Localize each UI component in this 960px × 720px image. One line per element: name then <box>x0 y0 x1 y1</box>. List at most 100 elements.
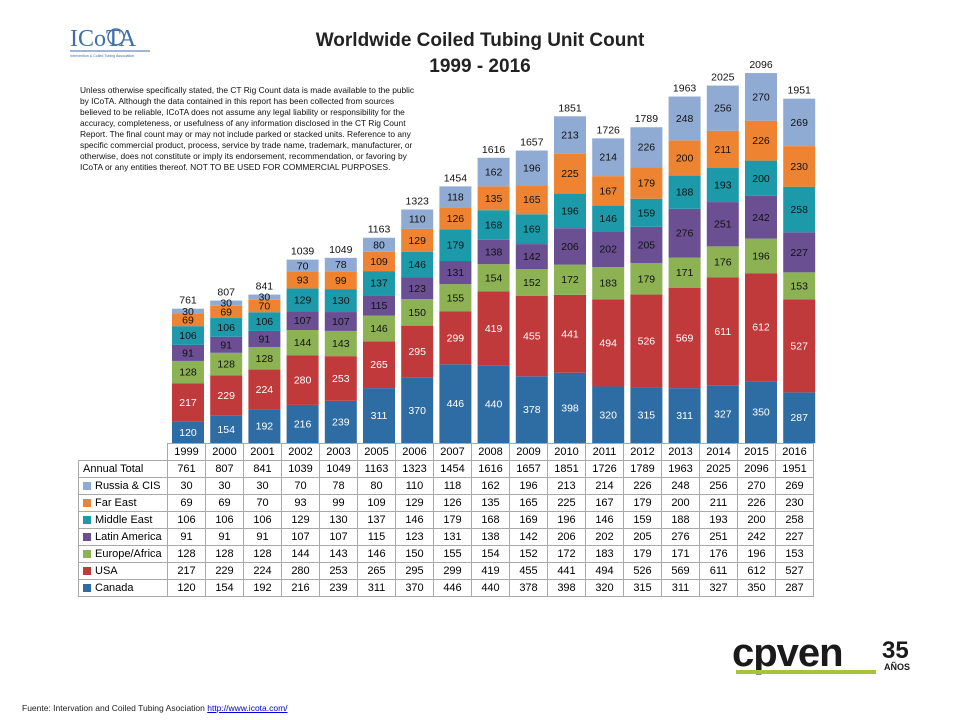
table-cell: 106 <box>243 511 282 529</box>
bar-segment <box>630 387 663 443</box>
series-name: USA <box>95 565 118 577</box>
data-label: 146 <box>599 213 617 225</box>
data-label: 169 <box>523 224 541 236</box>
data-label: 193 <box>714 180 732 192</box>
table-cell: 258 <box>775 511 814 529</box>
table-cell: 202 <box>585 528 624 546</box>
table-cell: 315 <box>623 579 662 597</box>
bar-segment <box>439 284 472 312</box>
bar-segment <box>210 336 243 353</box>
data-label: 196 <box>561 205 579 217</box>
table-cell: 69 <box>167 494 206 512</box>
data-label: 146 <box>370 323 388 335</box>
table-cell: 193 <box>699 511 738 529</box>
data-label: 258 <box>790 204 808 216</box>
bar-segment <box>401 299 434 326</box>
series-row: Middle East 106 106 106 129 130 137 146 179 168 16… <box>78 511 814 529</box>
table-cell: 612 <box>737 562 776 580</box>
table-cell: 106 <box>205 511 244 529</box>
series-name: Latin America <box>95 531 162 543</box>
bar-segment <box>592 267 625 300</box>
table-cell: 109 <box>357 494 396 512</box>
row-label: Middle East <box>78 511 168 529</box>
bar-segment <box>630 198 663 227</box>
row-label: Canada <box>78 579 168 597</box>
series-row: Canada 120 154 192 216 239 311 370 446 440 378 398 3… <box>78 579 814 597</box>
series-name: Europe/Africa <box>95 548 162 560</box>
data-label: 142 <box>523 251 541 263</box>
total-label: 1851 <box>558 102 582 114</box>
bar-segment <box>515 214 548 245</box>
table-cell: 1963 <box>661 460 700 478</box>
data-label: 205 <box>638 239 656 251</box>
data-label: 315 <box>638 410 656 422</box>
legend-swatch <box>83 567 91 576</box>
bar-segment <box>324 356 357 401</box>
table-cell: 287 <box>775 579 814 597</box>
bar-segment <box>630 127 663 168</box>
bar-segment <box>248 346 281 370</box>
bar-segment <box>745 120 777 161</box>
bar-segment <box>783 299 816 393</box>
table-cell: 398 <box>547 579 586 597</box>
bar-segment <box>783 272 816 300</box>
table-cell: 130 <box>319 511 358 529</box>
bar-segment <box>286 404 319 443</box>
bar-segment <box>210 318 243 337</box>
series-name: Middle East <box>95 514 153 526</box>
table-cell: 135 <box>471 494 510 512</box>
bar-segment <box>248 299 281 313</box>
total-label: 1163 <box>368 224 391 236</box>
bar-segment <box>363 251 395 272</box>
series-row: Far East 69 69 70 93 99 109 129 126 135 165 225 167 1… <box>78 494 814 512</box>
data-label: 115 <box>371 300 388 312</box>
table-cell: 152 <box>509 545 548 563</box>
table-cell: 1454 <box>433 460 472 478</box>
year-header: 2001 <box>243 443 282 461</box>
total-label: 807 <box>217 287 235 299</box>
bar-segment <box>592 386 625 443</box>
data-label: 224 <box>256 384 274 396</box>
data-label: 154 <box>217 424 235 436</box>
data-label: 80 <box>373 239 385 251</box>
year-header: 2006 <box>395 443 434 461</box>
bar-segment <box>783 232 816 273</box>
table-cell: 118 <box>433 477 472 495</box>
table-cell: 239 <box>319 579 358 597</box>
data-label: 123 <box>408 283 426 295</box>
table-cell: 169 <box>509 511 548 529</box>
bar-segment <box>172 308 204 314</box>
data-label: 216 <box>294 418 312 430</box>
table-cell: 107 <box>281 528 320 546</box>
bar-segment <box>783 392 816 443</box>
legend-swatch <box>83 516 91 525</box>
bar-segment <box>401 209 434 229</box>
data-label: 269 <box>790 117 808 129</box>
table-cell: 299 <box>433 562 472 580</box>
bar-segment <box>477 210 510 240</box>
table-cell: 807 <box>205 460 244 478</box>
data-label: 239 <box>332 416 350 428</box>
table-cell: 176 <box>699 545 738 563</box>
data-label: 370 <box>408 405 426 417</box>
table-cell: 276 <box>661 528 700 546</box>
source-footer: Fuente: Intervation and Coiled Tubing As… <box>22 703 288 713</box>
total-label: 1789 <box>635 113 659 125</box>
data-label: 242 <box>752 212 770 224</box>
row-label: Far East <box>78 494 168 512</box>
table-cell: 107 <box>319 528 358 546</box>
data-label: 99 <box>335 275 347 287</box>
bar-segment <box>248 409 281 443</box>
data-label: 398 <box>561 402 579 414</box>
bar-segment <box>592 299 625 387</box>
year-header: 2016 <box>775 443 814 461</box>
bar-segment <box>324 330 357 357</box>
table-cell: 217 <box>167 562 206 580</box>
bar-segment <box>592 205 625 232</box>
bar-segment <box>248 369 281 410</box>
table-cell: 455 <box>509 562 548 580</box>
bar-segment <box>439 186 472 208</box>
source-link[interactable]: http://www.icota.com/ <box>207 703 288 713</box>
bar-segment <box>668 388 701 443</box>
table-cell: 265 <box>357 562 396 580</box>
